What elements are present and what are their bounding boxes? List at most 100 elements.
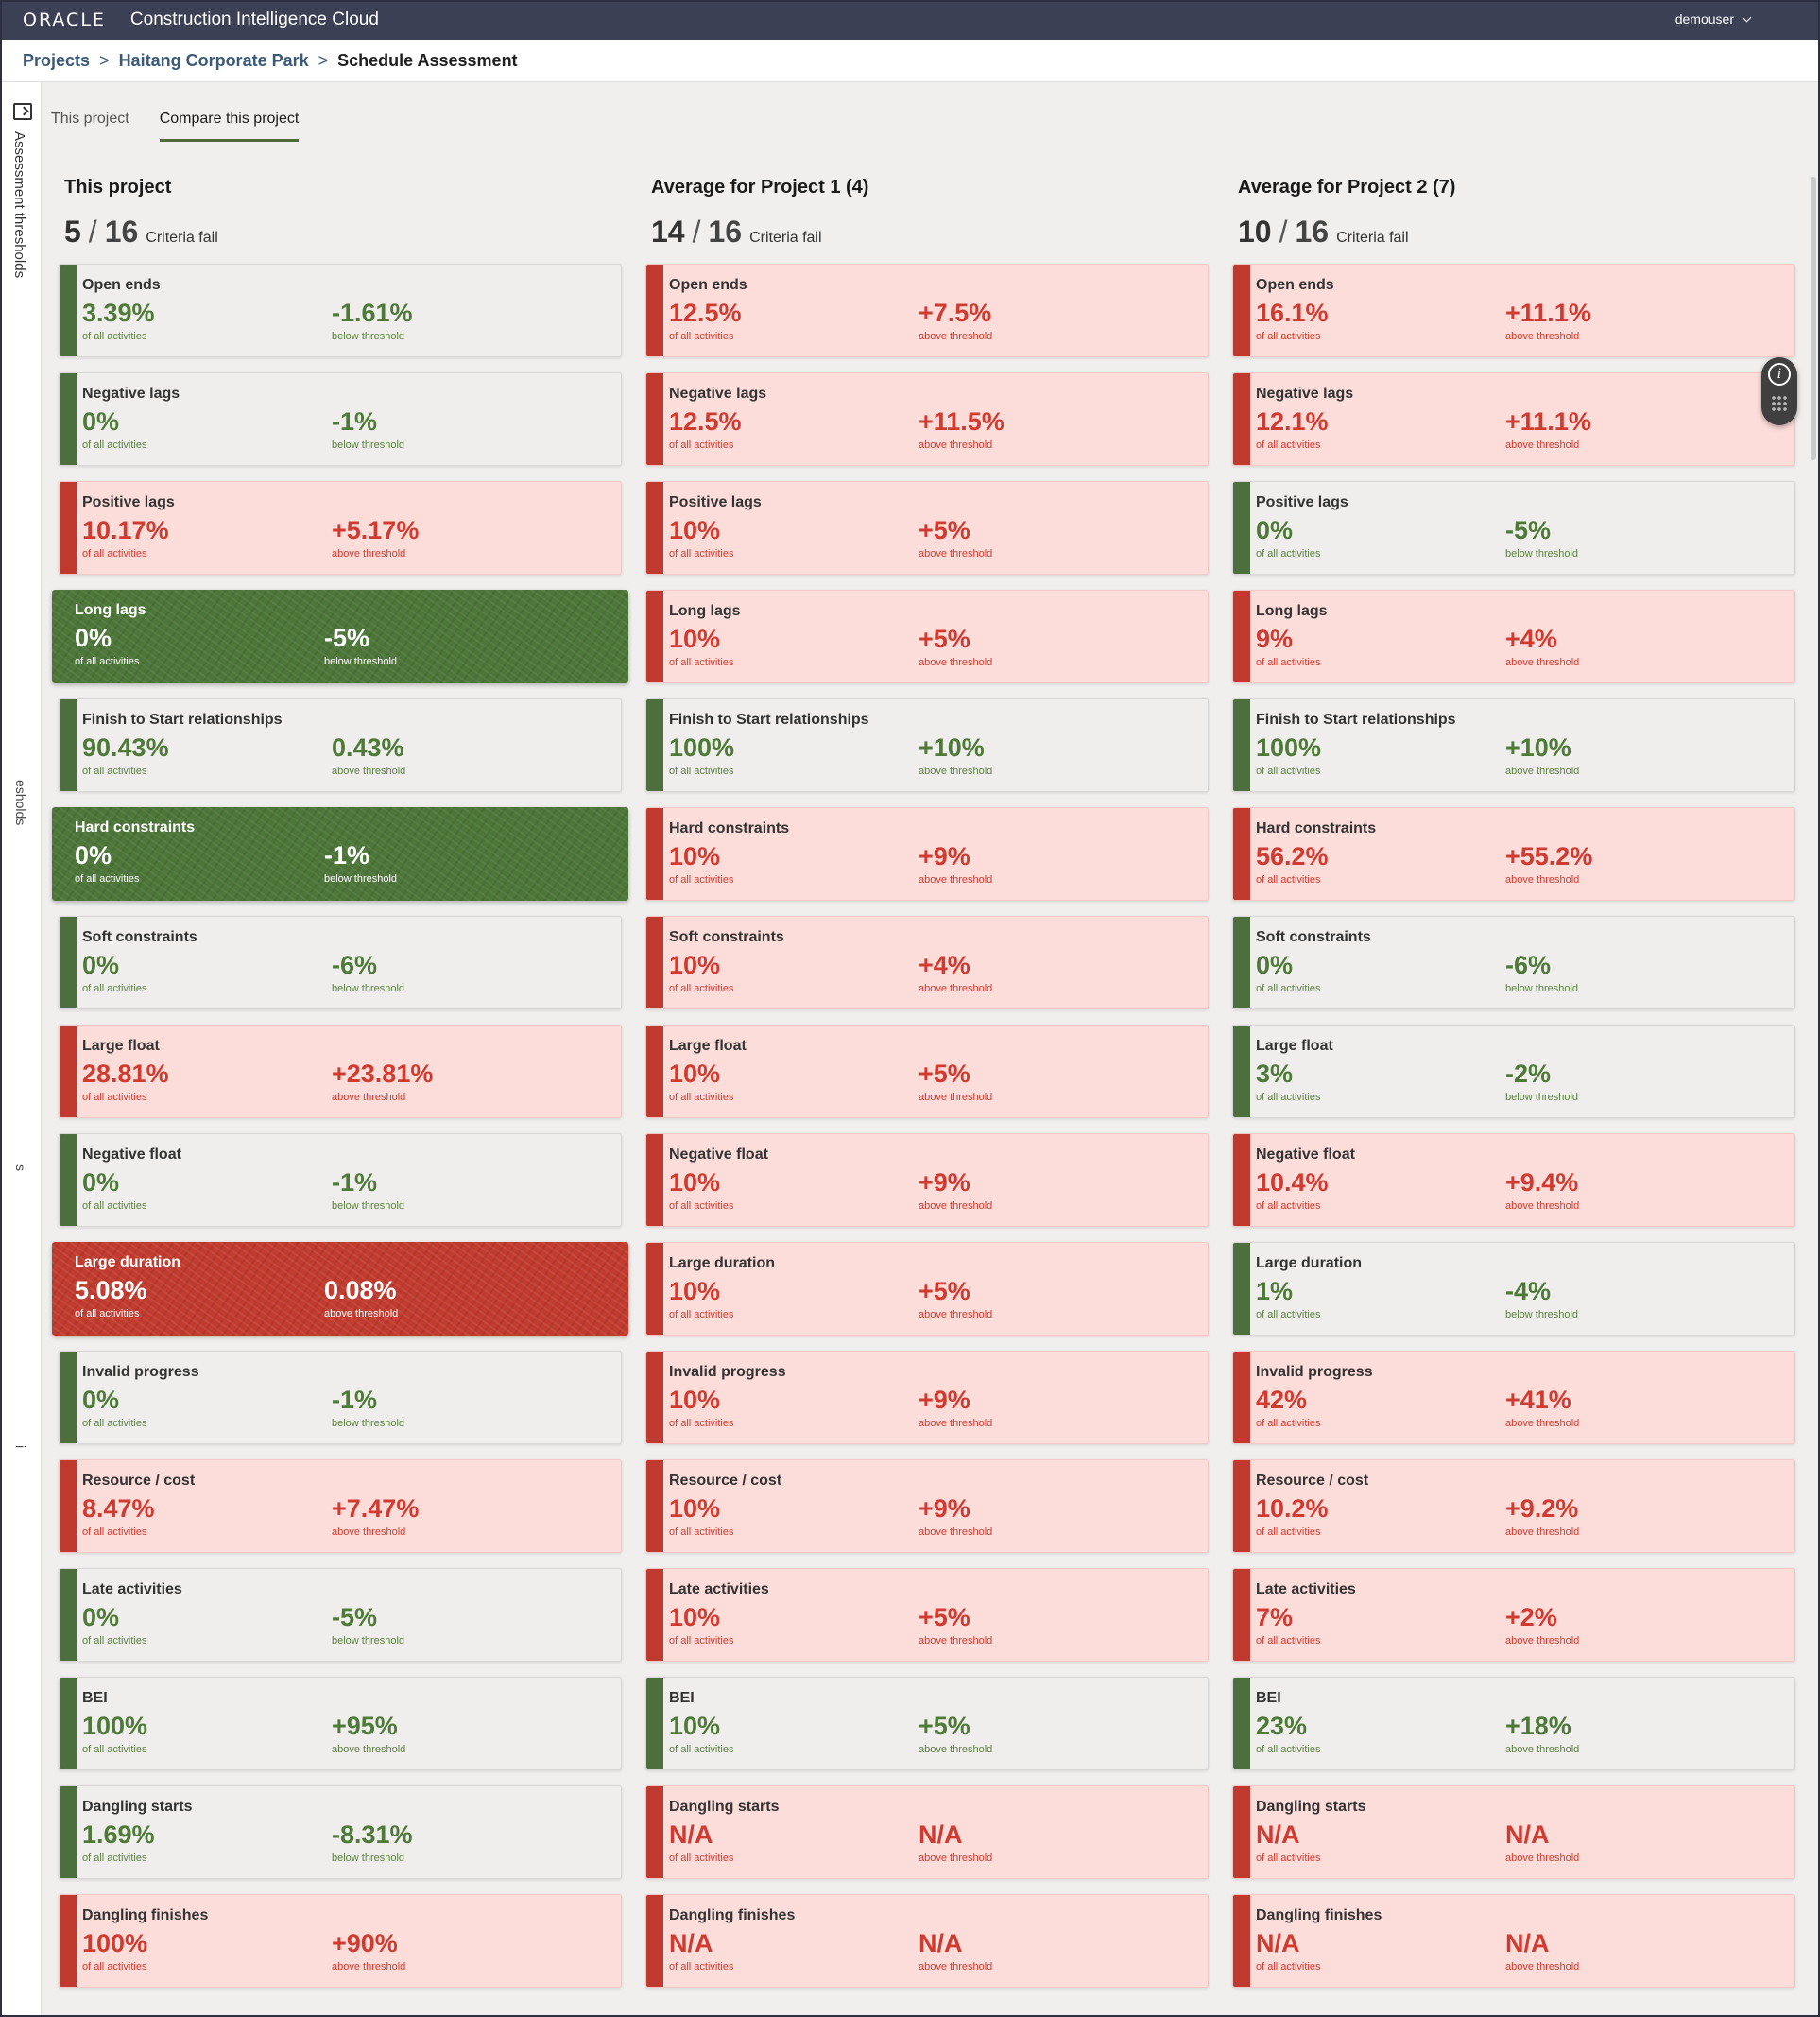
criteria-card[interactable]: Open ends 3.39% of all activities -1.61% bel… <box>59 264 622 357</box>
criteria-name: Long lags <box>669 603 741 619</box>
info-icon[interactable]: i <box>1768 363 1791 386</box>
criteria-card[interactable]: Positive lags 0% of all activities -5% below… <box>1232 481 1795 575</box>
threshold-delta: N/A <box>1505 1820 1550 1849</box>
criteria-card[interactable]: Negative lags 0% of all activities -1% below… <box>59 372 622 466</box>
criteria-card[interactable]: BEI 10% of all activities +5% above threshol… <box>645 1677 1209 1770</box>
criteria-card[interactable]: Late activities 0% of all activities -5% bel… <box>59 1568 622 1662</box>
criteria-card[interactable]: Dangling finishes 100% of all activities +9… <box>59 1894 622 1988</box>
criteria-value: 5.08% <box>75 1276 147 1304</box>
breadcrumb-project[interactable]: Haitang Corporate Park <box>118 50 309 70</box>
criteria-card-list: Open ends 16.1% of all activities +11.1% abo… <box>1232 264 1799 1988</box>
threshold-delta: +9% <box>919 1494 970 1523</box>
criteria-card[interactable]: Large duration 10% of all activities +5% abo… <box>645 1242 1209 1336</box>
user-menu[interactable]: demouser <box>1675 11 1752 26</box>
criteria-name: Invalid progress <box>669 1364 786 1380</box>
oracle-logo[interactable]: ORACLE <box>23 9 106 30</box>
breadcrumb-projects[interactable]: Projects <box>23 50 91 70</box>
tab-this-project[interactable]: This project <box>51 111 129 127</box>
criteria-card[interactable]: Invalid progress 0% of all activities -1% be… <box>59 1351 622 1444</box>
threshold-delta-label: above threshold <box>919 1961 993 1973</box>
criteria-card[interactable]: Finish to Start relationships 90.43% of al… <box>59 698 622 792</box>
criteria-value: 0% <box>75 624 112 652</box>
panel-toggle-icon[interactable] <box>13 103 32 120</box>
summary-slash: / <box>692 215 701 249</box>
criteria-card[interactable]: Negative float 10% of all activities +9% abo… <box>645 1133 1209 1227</box>
threshold-delta: +7.47% <box>332 1494 420 1523</box>
criteria-card[interactable]: Long lags 0% of all activities -5% below thr… <box>52 590 628 683</box>
criteria-card[interactable]: Large duration 1% of all activities -4% belo… <box>1232 1242 1795 1336</box>
threshold-delta-label: above threshold <box>1505 1526 1580 1538</box>
criteria-value: 1% <box>1256 1277 1294 1305</box>
criteria-card[interactable]: Invalid progress 10% of all activities +9% a… <box>645 1351 1209 1444</box>
threshold-delta-label: above threshold <box>1505 331 1580 342</box>
criteria-card[interactable]: Dangling starts 1.69% of all activities -8.… <box>59 1785 622 1879</box>
criteria-value-label: of all activities <box>1256 1418 1321 1429</box>
threshold-delta: +18% <box>1505 1712 1571 1740</box>
criteria-card[interactable]: Negative float 10.4% of all activities +9.4… <box>1232 1133 1795 1227</box>
threshold-delta: +2% <box>1505 1603 1557 1631</box>
criteria-card[interactable]: Large float 10% of all activities +5% above … <box>645 1025 1209 1118</box>
criteria-name: Hard constraints <box>75 819 196 836</box>
criteria-card[interactable]: Open ends 16.1% of all activities +11.1% abo… <box>1232 264 1795 357</box>
criteria-card[interactable]: Long lags 9% of all activities +4% above thr… <box>1232 590 1795 683</box>
criteria-card[interactable]: Resource / cost 10.2% of all activities +9.… <box>1232 1459 1795 1553</box>
criteria-card[interactable]: BEI 100% of all activities +95% above thresh… <box>59 1677 622 1770</box>
criteria-card[interactable]: BEI 23% of all activities +18% above thresho… <box>1232 1677 1795 1770</box>
criteria-value-label: of all activities <box>1256 1744 1321 1755</box>
threshold-delta: +11.5% <box>919 407 1004 436</box>
criteria-card[interactable]: Finish to Start relationships 100% of all … <box>1232 698 1795 792</box>
criteria-value-label: of all activities <box>669 874 734 886</box>
threshold-delta: -1% <box>332 1168 378 1197</box>
criteria-card[interactable]: Late activities 7% of all activities +2% abo… <box>1232 1568 1795 1662</box>
criteria-value: 0% <box>82 1168 120 1197</box>
criteria-card[interactable]: Large float 3% of all activities -2% below t… <box>1232 1025 1795 1118</box>
grid-dots-icon[interactable] <box>1771 395 1788 412</box>
criteria-value: 10% <box>669 1277 721 1305</box>
criteria-card[interactable]: Large duration 5.08% of all activities 0.08… <box>52 1242 628 1336</box>
criteria-name: Open ends <box>669 277 747 293</box>
criteria-card[interactable]: Open ends 12.5% of all activities +7.5% abov… <box>645 264 1209 357</box>
criteria-card[interactable]: Positive lags 10.17% of all activities +5.1… <box>59 481 622 575</box>
criteria-value: 10% <box>669 951 721 979</box>
threshold-delta-label: above threshold <box>919 1744 993 1755</box>
criteria-card[interactable]: Dangling finishes N/A of all activities N/A… <box>1232 1894 1795 1988</box>
criteria-card[interactable]: Hard constraints 0% of all activities -1% be… <box>52 807 628 901</box>
criteria-card[interactable]: Large float 28.81% of all activities +23.81… <box>59 1025 622 1118</box>
criteria-card[interactable]: Soft constraints 0% of all activities -6% be… <box>1232 916 1795 1009</box>
criteria-card[interactable]: Dangling starts N/A of all activities N/A ab… <box>1232 1785 1795 1879</box>
criteria-card[interactable]: Hard constraints 10% of all activities +9% a… <box>645 807 1209 901</box>
criteria-card[interactable]: Soft constraints 10% of all activities +4% a… <box>645 916 1209 1009</box>
tab-compare-project[interactable]: Compare this project <box>159 111 300 142</box>
criteria-card[interactable]: Resource / cost 10% of all activities +9% ab… <box>645 1459 1209 1553</box>
assessment-thresholds-tab[interactable]: Assessment thresholds <box>11 131 27 279</box>
threshold-delta-label: below threshold <box>324 873 398 885</box>
criteria-card[interactable]: Late activities 10% of all activities +5% ab… <box>645 1568 1209 1662</box>
criteria-card[interactable]: Invalid progress 42% of all activities +41%… <box>1232 1351 1795 1444</box>
criteria-card[interactable]: Long lags 10% of all activities +5% above th… <box>645 590 1209 683</box>
criteria-value-label: of all activities <box>669 1744 734 1755</box>
threshold-delta-label: above threshold <box>919 1309 993 1320</box>
criteria-card[interactable]: Negative lags 12.1% of all activities +11.1… <box>1232 372 1795 466</box>
criteria-card[interactable]: Negative lags 12.5% of all activities +11.5… <box>645 372 1209 466</box>
top-bar: ORACLE Construction Intelligence Cloud d… <box>0 0 1820 40</box>
criteria-card[interactable]: Finish to Start relationships 100% of all … <box>645 698 1209 792</box>
chevron-down-icon <box>1742 12 1752 22</box>
criteria-card[interactable]: Soft constraints 0% of all activities -6% be… <box>59 916 622 1009</box>
help-widget[interactable]: i <box>1761 357 1797 425</box>
criteria-card[interactable]: Hard constraints 56.2% of all activities +5… <box>1232 807 1795 901</box>
criteria-name: Resource / cost <box>669 1473 782 1489</box>
threshold-delta: +9.2% <box>1505 1494 1579 1523</box>
scrollbar[interactable] <box>1811 177 1816 460</box>
criteria-name: Soft constraints <box>669 929 784 945</box>
criteria-value: 0% <box>82 1603 120 1631</box>
criteria-card[interactable]: Positive lags 10% of all activities +5% abov… <box>645 481 1209 575</box>
threshold-delta: +10% <box>919 733 985 762</box>
threshold-delta-label: above threshold <box>919 548 993 560</box>
criteria-card[interactable]: Dangling starts N/A of all activities N/A ab… <box>645 1785 1209 1879</box>
criteria-name: Invalid progress <box>82 1364 199 1380</box>
column-title: This project <box>64 177 172 198</box>
criteria-value-label: of all activities <box>669 657 734 668</box>
criteria-card[interactable]: Dangling finishes N/A of all activities N/A… <box>645 1894 1209 1988</box>
criteria-card[interactable]: Resource / cost 8.47% of all activities +7.… <box>59 1459 622 1553</box>
criteria-card[interactable]: Negative float 0% of all activities -1% belo… <box>59 1133 622 1227</box>
